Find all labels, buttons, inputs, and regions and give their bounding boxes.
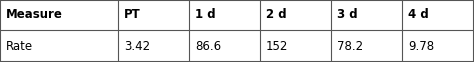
Text: 3.42: 3.42 xyxy=(124,39,150,53)
Text: 4 d: 4 d xyxy=(408,8,429,22)
Bar xyxy=(118,0,189,30)
Bar xyxy=(402,0,473,30)
Bar xyxy=(260,0,331,30)
Bar xyxy=(0,0,118,30)
Bar xyxy=(402,30,473,62)
Text: 9.78: 9.78 xyxy=(408,39,434,53)
Text: Measure: Measure xyxy=(6,8,63,22)
Bar xyxy=(189,0,260,30)
Bar xyxy=(118,30,189,62)
Bar xyxy=(331,30,402,62)
Text: 2 d: 2 d xyxy=(266,8,287,22)
Bar xyxy=(260,30,331,62)
Text: PT: PT xyxy=(124,8,141,22)
Bar xyxy=(0,30,118,62)
Text: 3 d: 3 d xyxy=(337,8,357,22)
Bar xyxy=(331,0,402,30)
Text: 1 d: 1 d xyxy=(195,8,216,22)
Text: Rate: Rate xyxy=(6,39,33,53)
Text: 86.6: 86.6 xyxy=(195,39,221,53)
Text: 78.2: 78.2 xyxy=(337,39,363,53)
Text: 152: 152 xyxy=(266,39,288,53)
Bar xyxy=(189,30,260,62)
